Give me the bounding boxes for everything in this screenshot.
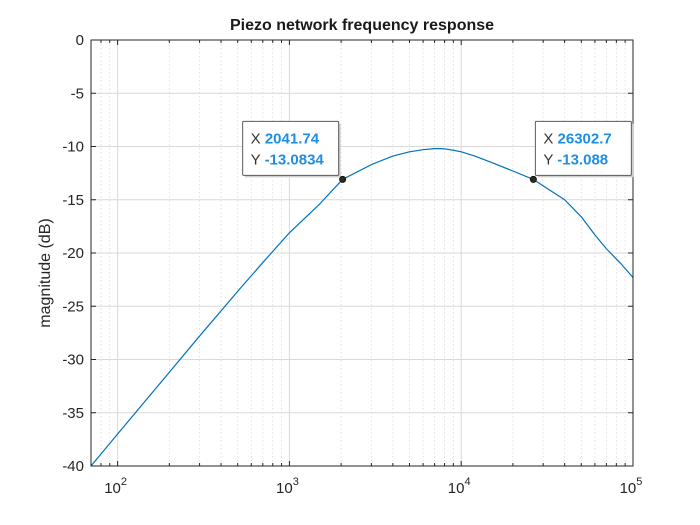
y-tick-label: -35	[62, 405, 84, 422]
datatip-y-row: Y -13.0834	[251, 151, 325, 168]
x-tick-label: 102	[104, 476, 127, 497]
chart-title: Piezo network frequency response	[230, 17, 494, 34]
y-tick-label: -5	[71, 85, 84, 102]
datatip-marker	[339, 175, 347, 183]
datatip-marker	[529, 175, 537, 183]
x-tick-label: 105	[620, 476, 643, 497]
datatip-2: X 26302.7 Y -13.088	[529, 120, 634, 183]
datatip-x-row: X 2041.74	[251, 130, 320, 147]
y-tick-label: -10	[62, 139, 84, 156]
y-tick-label: -15	[62, 192, 84, 209]
x-tick-label: 103	[276, 476, 299, 497]
datatip-y-row: Y -13.088	[543, 151, 608, 168]
datatip-1: X 2041.74 Y -13.0834	[242, 120, 347, 183]
y-tick-label: -20	[62, 245, 84, 262]
y-tick-label: -25	[62, 298, 84, 315]
y-tick-label: -30	[62, 352, 84, 369]
y-tick-label: -40	[62, 458, 84, 475]
plot-area: 102 103 104 105 0 -5 -10 -15 -20 -25 -30 -35 -40 X 20…	[62, 32, 642, 497]
x-tick-label: 104	[448, 476, 471, 497]
series-line-0	[90, 148, 634, 467]
datatip-box	[242, 120, 340, 176]
datatip-x-row: X 26302.7	[543, 130, 611, 147]
y-tick-label: 0	[76, 32, 84, 49]
y-axis-label: magnitude (dB)	[37, 218, 54, 327]
datatip-box	[534, 120, 632, 176]
